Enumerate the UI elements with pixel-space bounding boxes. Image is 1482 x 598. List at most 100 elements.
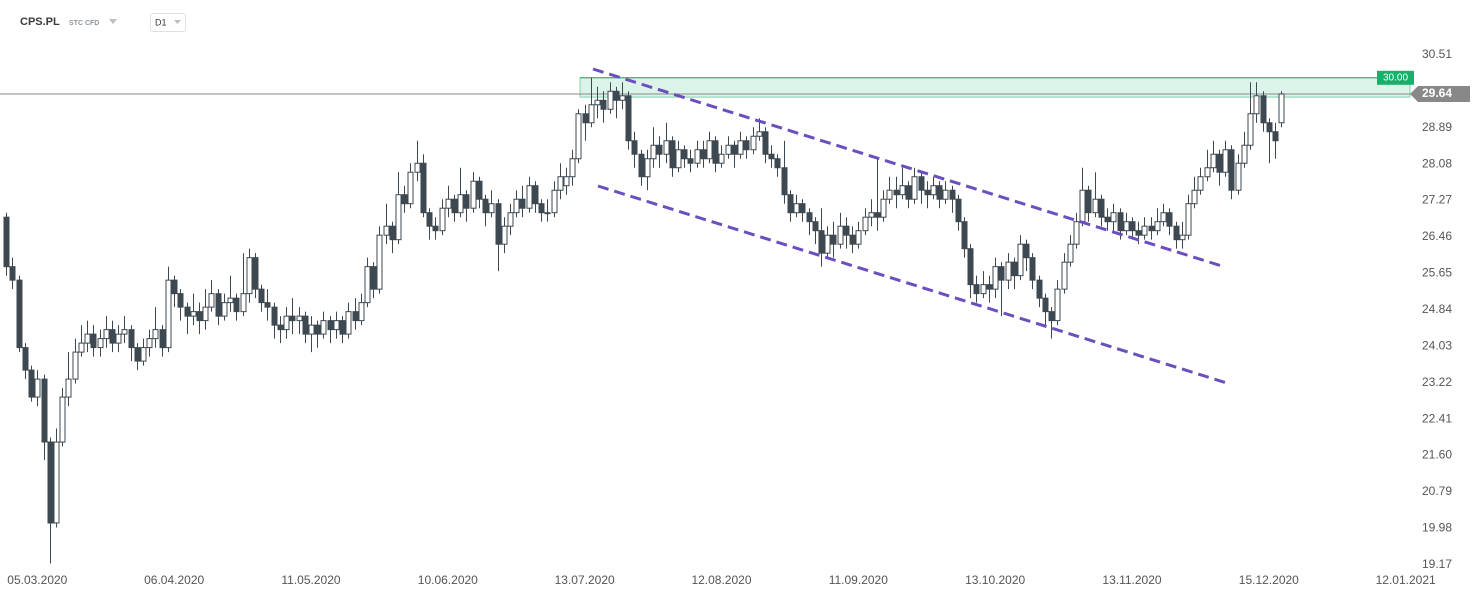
candle-body [1228,149,1235,191]
candle-body [314,324,321,335]
candle-body [669,140,676,169]
y-tick-label: 27.27 [1422,193,1452,207]
candle-body [221,302,228,317]
channel-upper-line [592,67,1226,269]
x-tick-label: 12.01.2021 [1376,573,1436,587]
candle-body [675,149,682,169]
y-tick-label: 28.89 [1422,120,1452,134]
candle-body [84,333,91,344]
candle-body [1253,95,1260,115]
candle-body [215,293,222,317]
y-tick-label: 30.51 [1422,47,1452,61]
candle-body [998,266,1005,281]
candle-body [781,167,788,196]
candle-body [942,189,949,200]
x-tick-label: 12.08.2020 [691,573,751,587]
candle-body [582,113,589,124]
candle-body [28,369,35,398]
candle-body [694,149,701,164]
candle-body [97,338,104,349]
candle-body [65,378,72,398]
x-tick-label: 13.10.2020 [965,573,1025,587]
candle-body [936,185,943,200]
candle-body [868,212,875,218]
candle-body [955,198,962,223]
candle-body [3,216,10,268]
candle-body [233,297,240,313]
candle-body [451,198,458,214]
candle-body [949,189,956,200]
candle-body [824,234,831,254]
candle-body [140,347,147,362]
candle-body [414,162,421,173]
candle-body [407,171,414,205]
candle-body [843,225,850,236]
candle-body [345,311,352,335]
candle-body [743,140,750,151]
candle-body [190,311,197,317]
candle-body [1079,189,1086,223]
candle-body [918,176,925,191]
candle-body [538,203,545,214]
candle-body [513,198,520,214]
candle-body [370,266,377,290]
candle-body [1061,261,1068,290]
candle-body [1123,221,1130,232]
candle-body [358,302,365,322]
y-tick-label: 23.22 [1422,375,1452,389]
candle-body [1011,261,1018,277]
candle-body [737,140,744,155]
x-tick-label: 11.09.2020 [829,573,888,587]
candle-body [806,212,813,223]
instrument-type: STC CFD [69,20,99,27]
y-tick-label: 22.41 [1422,411,1452,425]
dropdown-caret[interactable] [109,19,117,24]
candle-body [519,198,526,209]
candle-body [973,284,980,295]
candle-body [563,176,570,187]
candle-body [134,347,141,362]
candle-body [532,185,539,205]
candle-body [588,104,595,124]
candle-body [1117,212,1124,232]
candle-body [930,185,937,196]
candle-body [967,248,974,286]
y-tick-label: 19.17 [1422,557,1452,571]
candle-body [880,198,887,218]
candle-body [619,95,626,101]
candle-body [41,378,48,443]
candle-body [16,279,23,349]
y-tick-label: 24.84 [1422,302,1452,316]
interval-select[interactable] [150,13,186,32]
candle-body [768,153,775,160]
candle-body [22,347,29,371]
candle-body [1042,297,1049,313]
candle-body [264,302,271,308]
candle-body [756,131,763,137]
candle-body [109,329,116,344]
candle-body [289,315,296,322]
candle-body [240,293,247,313]
candle-body [482,198,489,214]
candle-body [327,320,334,331]
plot-area [0,77,1411,564]
candle-body [774,158,781,169]
candle-body [1173,225,1180,241]
candle-body [1017,243,1024,277]
candle-body [308,324,315,335]
candle-body [725,144,732,155]
candle-body [47,441,54,524]
candle-body [1054,288,1061,322]
candle-body [718,153,725,164]
candle-body [439,207,446,232]
candle-body [1160,212,1167,223]
candle-body [631,140,638,155]
candle-body [837,225,844,245]
candle-body [1023,243,1030,259]
candle-body [1222,149,1229,173]
candle-body [1191,189,1198,205]
candle-body [1210,153,1217,169]
candle-body [886,189,893,200]
x-tick-label: 05.03.2020 [7,573,67,587]
